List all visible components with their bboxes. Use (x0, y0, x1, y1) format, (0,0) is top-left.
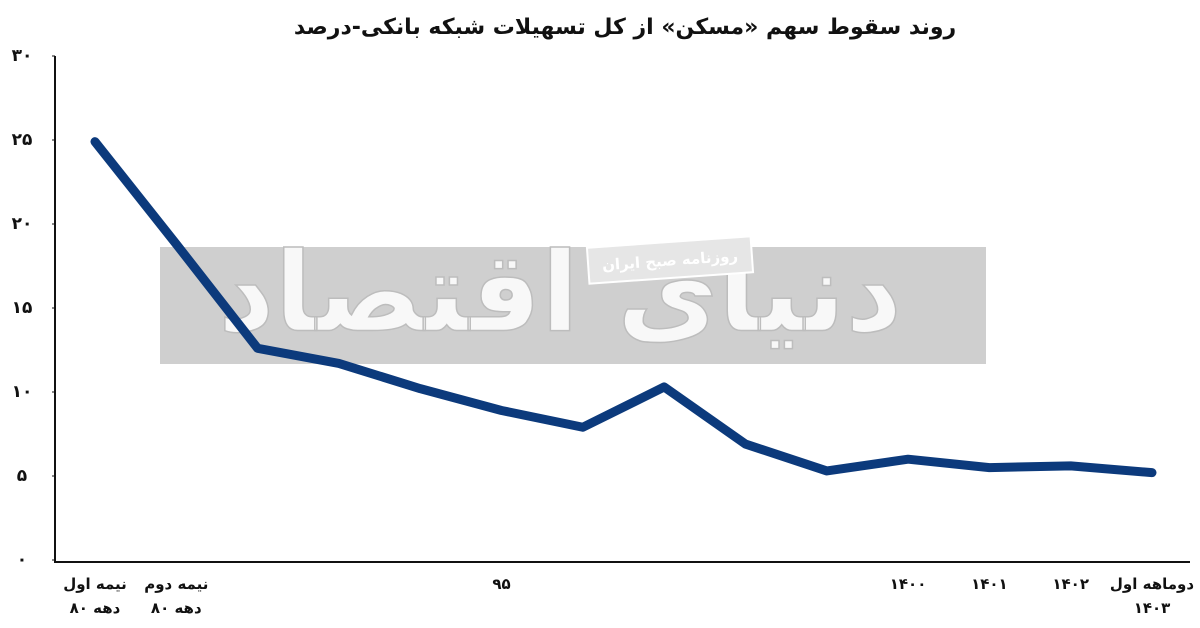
y-tick-label: ۱۰ (12, 382, 33, 402)
y-tick-label: ۵ (17, 466, 27, 486)
x-tick-label: ۱۴۰۰ (889, 575, 927, 593)
x-tick-label: ۹۵ (492, 575, 511, 593)
y-tick-label: ۰ (17, 550, 27, 570)
watermark: دنیای اقتصاد (218, 228, 902, 356)
x-tick-label: نیمه دوم دهه ۸۰ (144, 575, 209, 617)
watermark-band (160, 247, 986, 364)
data-line (90, 137, 1157, 478)
chart-title: روند سقوط سهم «مسکن» از کل تسهیلات شبکه … (294, 15, 956, 40)
watermark-label-box (585, 235, 755, 285)
y-tick-label: ۲۰ (12, 214, 33, 234)
y-tick-label: ۲۵ (12, 130, 33, 150)
x-tick-label: دوماهه اول ۱۴۰۳ (1109, 575, 1195, 617)
x-tick-label: نیمه اول دهه ۸۰ (63, 575, 127, 617)
y-tick-label: ۱۵ (12, 298, 33, 318)
y-tick-label: ۳۰ (12, 46, 33, 66)
x-tick-label: ۱۴۰۲ (1052, 575, 1089, 593)
x-tick-label: ۱۴۰۱ (971, 575, 1008, 593)
